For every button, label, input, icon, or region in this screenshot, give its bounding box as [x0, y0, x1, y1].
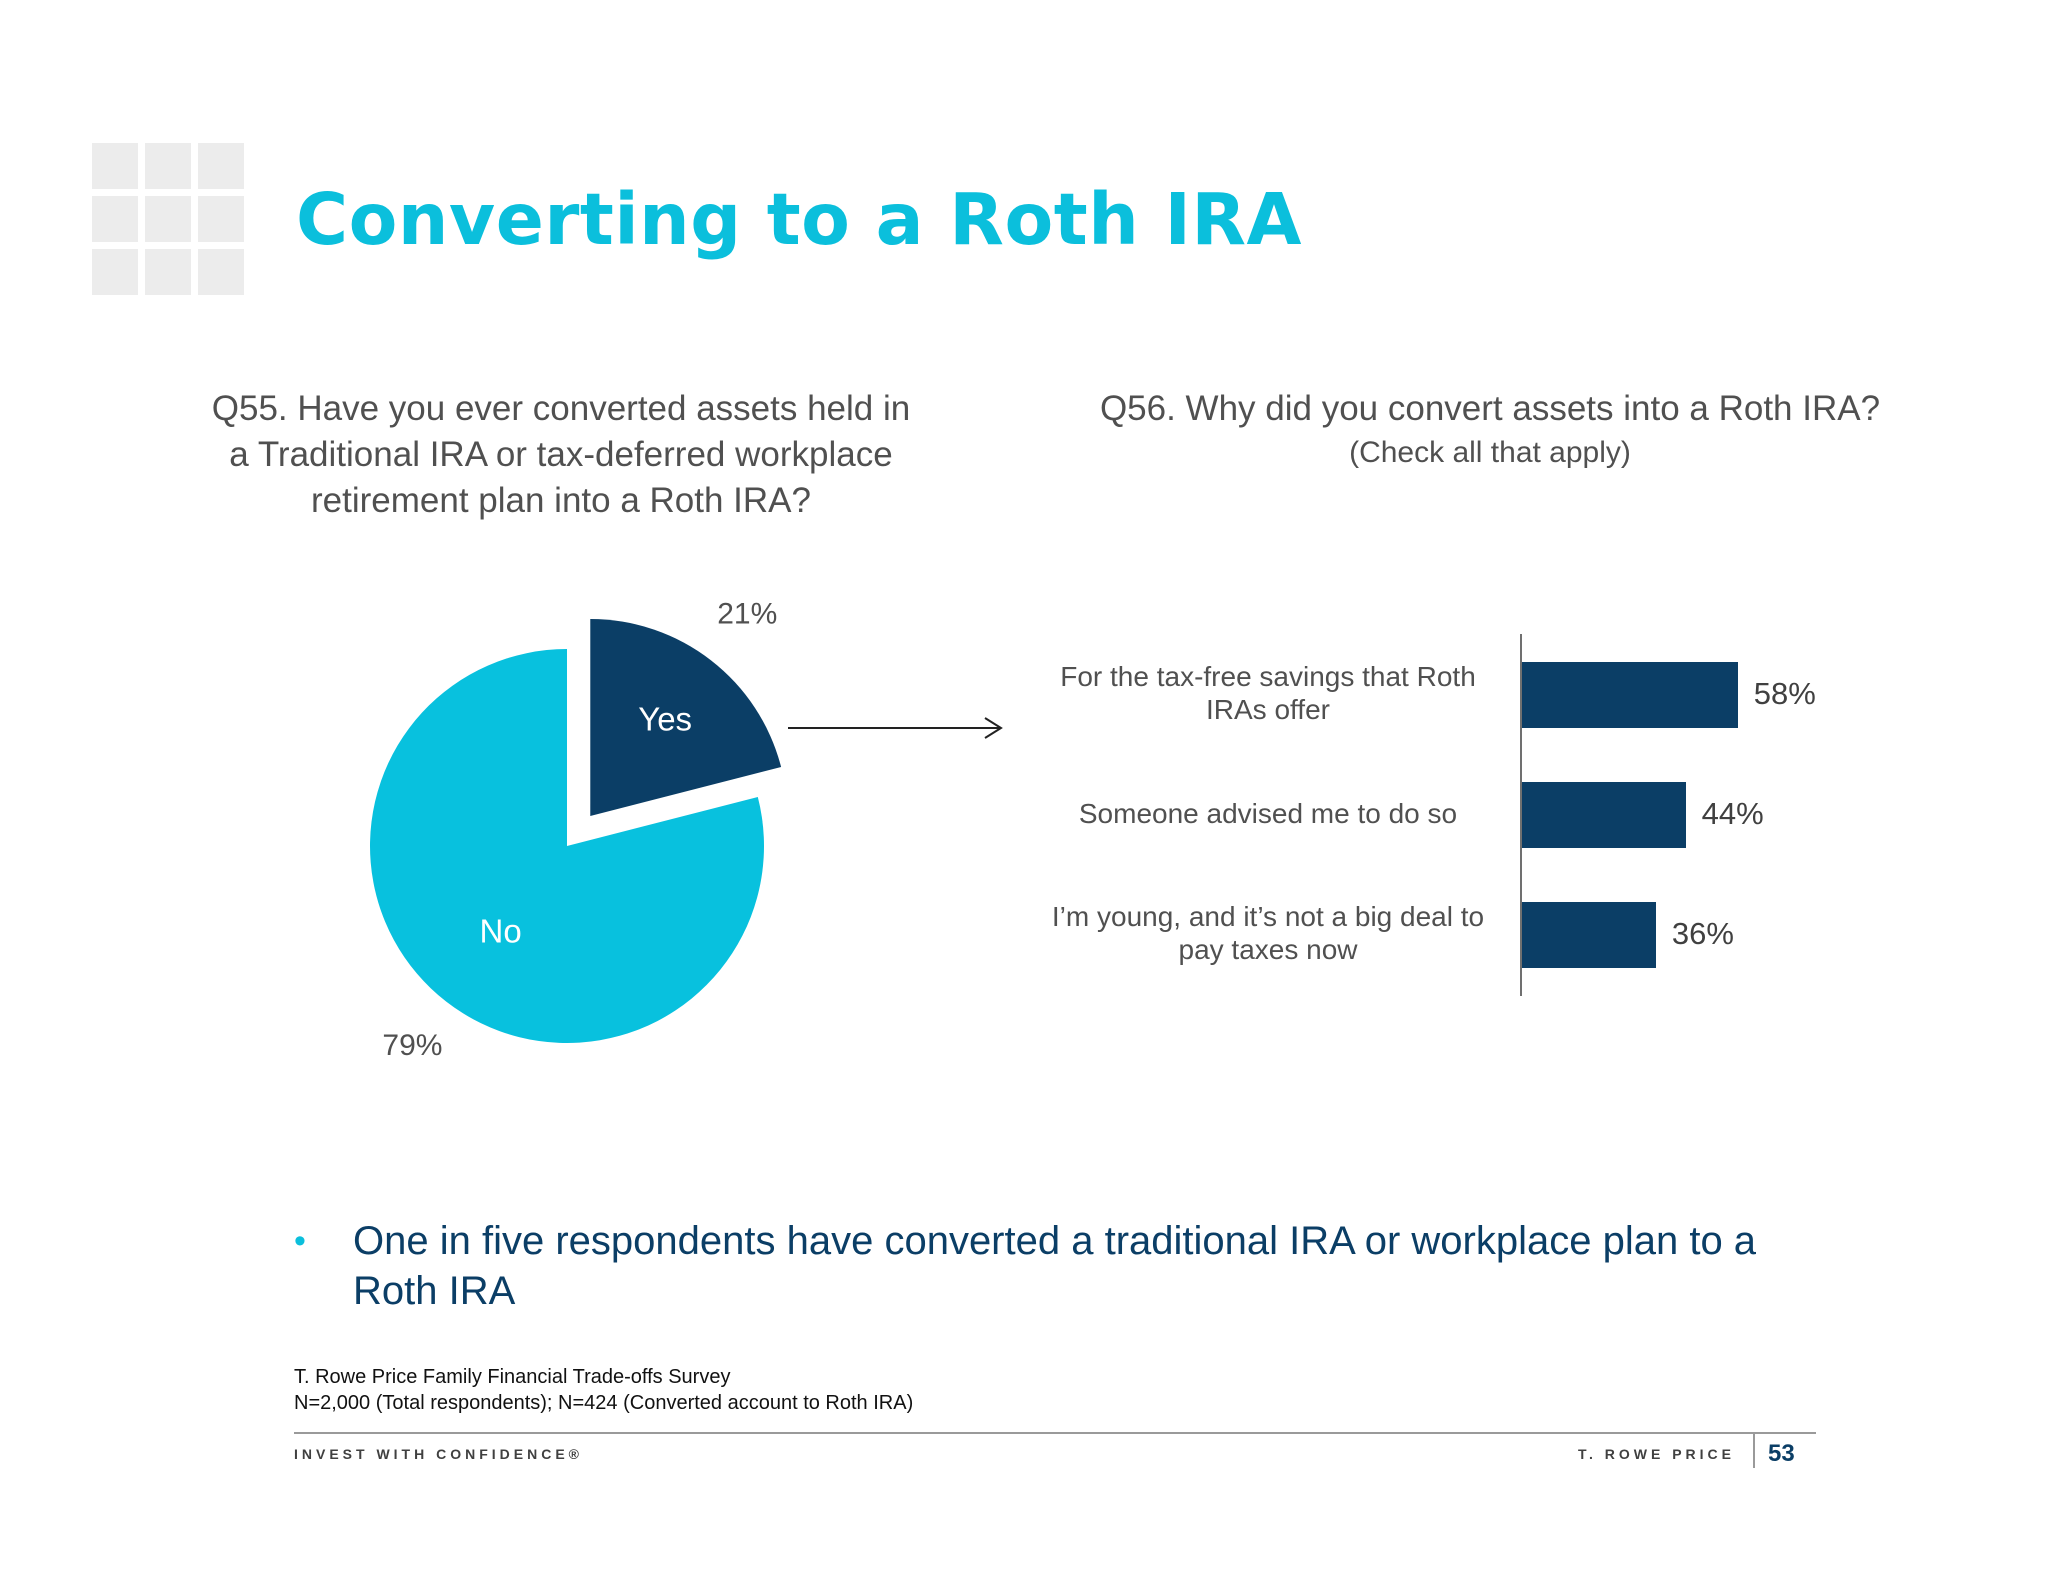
logo-grid-cell: [145, 143, 191, 189]
bar: [1522, 662, 1738, 728]
pie-slice-no: [370, 649, 764, 1043]
bar-value-label: 44%: [1701, 796, 1764, 831]
bar: [1522, 782, 1686, 848]
bar-category-label: Someone advised me to do so: [1078, 797, 1458, 829]
pie-label-yes: Yes: [638, 700, 692, 737]
logo-grid-cell: [92, 249, 138, 295]
key-finding: One in five respondents have converted a…: [353, 1219, 1757, 1313]
bar-value-label: 58%: [1753, 676, 1816, 711]
q55-question: Q55. Have you ever converted assets held…: [150, 386, 972, 524]
pie-value-no: 79%: [382, 1029, 442, 1062]
footer-brand: T. ROWE PRICE: [1578, 1446, 1736, 1462]
q55-line: a Traditional IRA or tax-deferred workpl…: [229, 435, 893, 474]
page-number: 53: [1768, 1440, 1795, 1467]
pie-value-yes: 21%: [717, 598, 777, 631]
bar: [1522, 902, 1656, 968]
bar-category-label: I’m young, and it’s not a big deal to pay…: [1051, 901, 1485, 965]
logo-grid-cell: [145, 249, 191, 295]
logo-grid-cell: [198, 143, 244, 189]
pie-label-no: No: [479, 913, 521, 950]
logo-grid-cell: [92, 196, 138, 242]
q56-question: Q56. Why did you convert assets into a R…: [1099, 389, 1881, 428]
bar-chart: 58% For the tax-free savings that Roth IRA…: [1040, 630, 1940, 1010]
page-title: Converting to a Roth IRA: [296, 178, 1302, 261]
q55-line: retirement plan into a Roth IRA?: [311, 481, 811, 520]
connector-arrowhead: [984, 717, 1003, 739]
logo-grid: [92, 143, 244, 295]
logo-grid-cell: [92, 143, 138, 189]
logo-grid-cell: [198, 196, 244, 242]
bar-axis: [1520, 634, 1522, 996]
source-line-1: T. Rowe Price Family Financial Trade-off…: [294, 1366, 731, 1388]
pie-slice-yes: [590, 618, 782, 816]
pie-chart: Yes 21% No 79%: [370, 598, 1003, 1062]
logo-grid-cell: [198, 249, 244, 295]
bar-value-label: 36%: [1671, 916, 1734, 951]
footer-rule: [294, 1432, 1816, 1434]
footer-tagline: INVEST WITH CONFIDENCE®: [294, 1446, 583, 1462]
bullet-icon: •: [294, 1222, 306, 1260]
q55-line: Q55. Have you ever converted assets held…: [211, 389, 911, 428]
source-line-2: N=2,000 (Total respondents); N=424 (Conv…: [294, 1392, 914, 1414]
logo-grid-cell: [145, 196, 191, 242]
q56-subtitle: (Check all that apply): [1349, 436, 1631, 469]
bar-category-label: For the tax-free savings that Roth IRAs o…: [1060, 661, 1476, 725]
footer-divider: [1753, 1432, 1755, 1468]
